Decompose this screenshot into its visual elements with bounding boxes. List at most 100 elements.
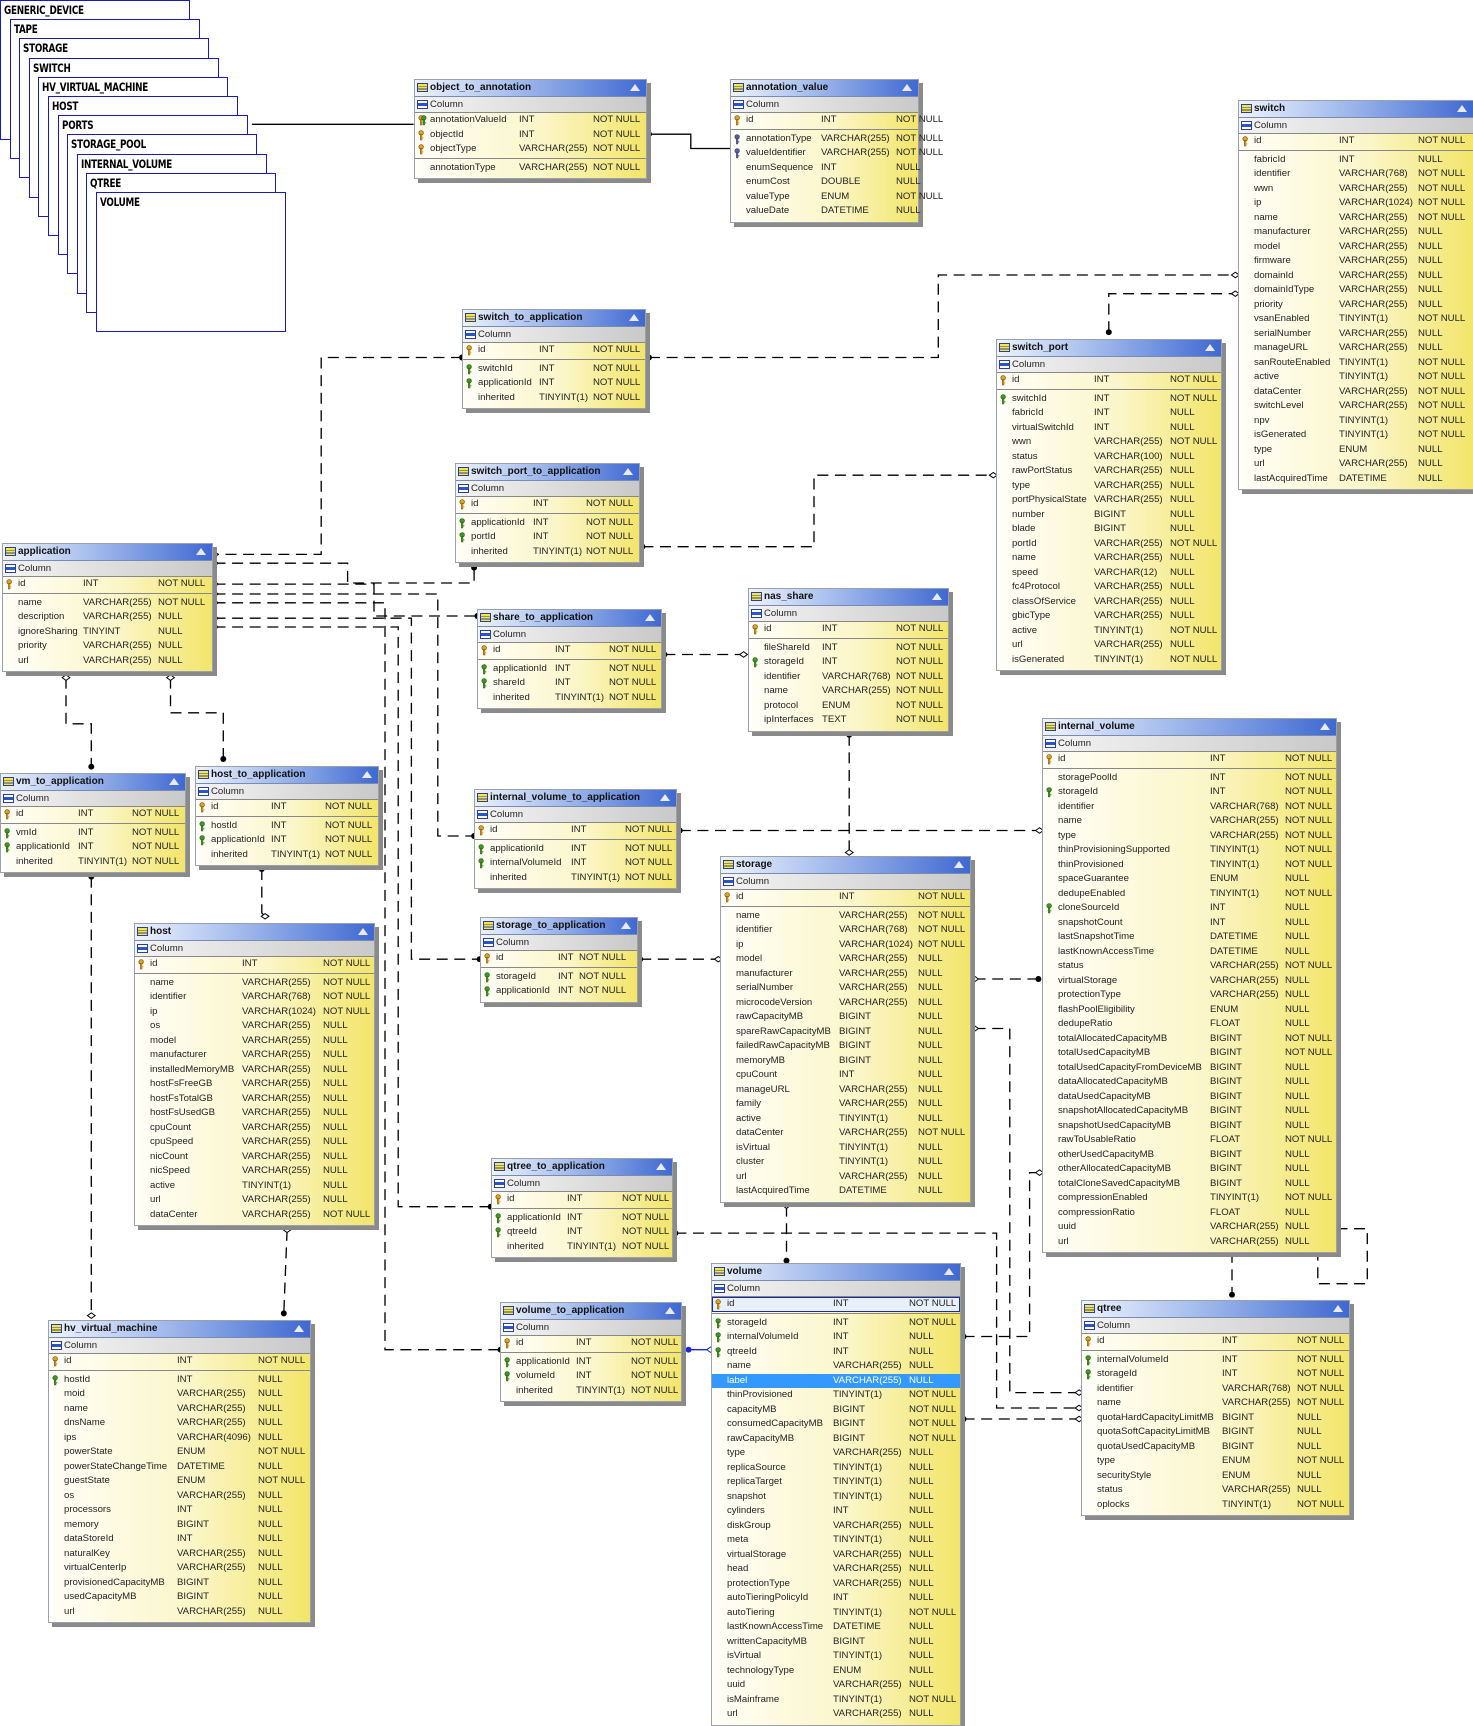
column-row-autoTieringPolicyId[interactable]: autoTieringPolicyId INT NULL	[712, 1591, 960, 1606]
column-row-technologyType[interactable]: technologyType ENUM NULL	[712, 1664, 960, 1679]
column-row-otherUsedCapacityMB[interactable]: otherUsedCapacityMB BIGINT NULL	[1043, 1148, 1336, 1163]
table-internal-volume-to-application[interactable]: internal_volume_to_application Column id IN…	[474, 789, 677, 889]
column-row-id[interactable]: id INT NOT NULL	[196, 800, 378, 815]
column-row-name[interactable]: name VARCHAR(255) NOT NULL	[1043, 814, 1336, 829]
collapse-icon[interactable]	[629, 314, 639, 321]
column-row-active[interactable]: active TINYINT(1) NULL	[135, 1179, 374, 1194]
column-row-autoTiering[interactable]: autoTiering TINYINT(1) NOT NULL	[712, 1606, 960, 1621]
column-row-manageURL[interactable]: manageURL VARCHAR(255) NULL	[721, 1083, 970, 1098]
column-row-snapshotCount[interactable]: snapshotCount INT NULL	[1043, 916, 1336, 931]
column-row-provisionedCapacityMB[interactable]: provisionedCapacityMB BIGINT NULL	[49, 1576, 310, 1591]
relationship-line[interactable]	[642, 474, 994, 548]
table-switch-port-to-application[interactable]: switch_port_to_application Column id INT NOT…	[455, 463, 640, 563]
column-row-ip[interactable]: ip VARCHAR(1024) NOT NULL	[721, 938, 970, 953]
table-qtree-to-application[interactable]: qtree_to_application Column id INT NOT NULL a…	[491, 1158, 673, 1258]
relationship-line[interactable]	[214, 356, 463, 556]
column-row-protocol[interactable]: protocol ENUM NOT NULL	[749, 699, 948, 714]
column-row-usedCapacityMB[interactable]: usedCapacityMB BIGINT NULL	[49, 1590, 310, 1605]
table-title-bar[interactable]: storage	[721, 857, 970, 874]
column-row-inherited[interactable]: inherited TINYINT(1) NOT NULL	[1, 855, 185, 870]
column-row-ip[interactable]: ip VARCHAR(1024) NOT NULL	[135, 1005, 374, 1020]
column-row-fileShareId[interactable]: fileShareId INT NOT NULL	[749, 641, 948, 656]
column-row-quotaSoftCapacityLimitMB[interactable]: quotaSoftCapacityLimitMB BIGINT NULL	[1082, 1425, 1349, 1440]
column-row-protectionType[interactable]: protectionType VARCHAR(255) NULL	[712, 1577, 960, 1592]
column-row-name[interactable]: name VARCHAR(255) NOT NULL	[721, 909, 970, 924]
column-row-number[interactable]: number BIGINT NULL	[997, 508, 1221, 523]
column-row-valueType[interactable]: valueType ENUM NOT NULL	[731, 190, 943, 205]
table-host-to-application[interactable]: host_to_application Column id INT NOT NULL ho…	[195, 766, 379, 866]
column-row-inherited[interactable]: inherited TINYINT(1) NOT NULL	[478, 691, 661, 706]
table-title-bar[interactable]: switch_port_to_application	[456, 464, 639, 481]
collapse-icon[interactable]	[1205, 344, 1215, 351]
collapse-icon[interactable]	[665, 1307, 675, 1314]
collapse-icon[interactable]	[660, 794, 670, 801]
table-switch-port[interactable]: switch_port Column id INT NOT NULL switchId IN…	[996, 339, 1222, 671]
column-row-id[interactable]: id INT NOT NULL	[712, 1297, 960, 1312]
column-row-domainId[interactable]: domainId VARCHAR(255) NULL	[1239, 269, 1473, 284]
column-row-writtenCapacityMB[interactable]: writtenCapacityMB BIGINT NULL	[712, 1635, 960, 1650]
column-row-applicationId[interactable]: applicationId INT NOT NULL	[1, 840, 185, 855]
column-row-cylinders[interactable]: cylinders INT NULL	[712, 1504, 960, 1519]
collapse-icon[interactable]	[623, 468, 633, 475]
column-row-active[interactable]: active TINYINT(1) NOT NULL	[1239, 370, 1473, 385]
column-row-ignoreSharing[interactable]: ignoreSharing TINYINT NULL	[3, 625, 212, 640]
column-row-meta[interactable]: meta TINYINT(1) NULL	[712, 1533, 960, 1548]
column-row-replicaSource[interactable]: replicaSource TINYINT(1) NULL	[712, 1461, 960, 1476]
column-row-moid[interactable]: moid VARCHAR(255) NULL	[49, 1387, 310, 1402]
column-row-cpuCount[interactable]: cpuCount VARCHAR(255) NULL	[135, 1121, 374, 1136]
column-row-model[interactable]: model VARCHAR(255) NULL	[721, 952, 970, 967]
table-internal-volume[interactable]: internal_volume Column id INT NOT NULL storag…	[1042, 718, 1337, 1253]
relationship-line[interactable]	[1317, 1228, 1368, 1285]
column-row-storageId[interactable]: storageId INT NOT NULL	[712, 1316, 960, 1331]
column-row-fabricId[interactable]: fabricId INT NULL	[1239, 153, 1473, 168]
column-row-url[interactable]: url VARCHAR(255) NULL	[135, 1193, 374, 1208]
table-title-bar[interactable]: volume_to_application	[501, 1303, 681, 1320]
column-row-switchId[interactable]: switchId INT NOT NULL	[463, 362, 645, 377]
column-row-otherAllocatedCapacityMB[interactable]: otherAllocatedCapacityMB BIGINT NULL	[1043, 1162, 1336, 1177]
collapse-icon[interactable]	[630, 84, 640, 91]
collapse-icon[interactable]	[954, 861, 964, 868]
column-row-url[interactable]: url VARCHAR(255) NULL	[1239, 457, 1473, 472]
column-row-id[interactable]: id INT NOT NULL	[135, 957, 374, 972]
column-row-applicationId[interactable]: applicationId INT NOT NULL	[492, 1211, 672, 1226]
column-row-active[interactable]: active TINYINT(1) NOT NULL	[997, 624, 1221, 639]
column-row-quotaHardCapacityLimitMB[interactable]: quotaHardCapacityLimitMB BIGINT NULL	[1082, 1411, 1349, 1426]
column-row-hostFsUsedGB[interactable]: hostFsUsedGB VARCHAR(255) NULL	[135, 1106, 374, 1121]
table-share-to-application[interactable]: share_to_application Column id INT NOT NULL a…	[477, 609, 662, 709]
column-row-totalUsedCapacityFromDeviceMB[interactable]: totalUsedCapacityFromDeviceMB BIGINT NULL	[1043, 1061, 1336, 1076]
column-row-classOfService[interactable]: classOfService VARCHAR(255) NULL	[997, 595, 1221, 610]
column-row-inherited[interactable]: inherited TINYINT(1) NOT NULL	[475, 871, 676, 886]
column-row-identifier[interactable]: identifier VARCHAR(768) NOT NULL	[1239, 167, 1473, 182]
column-row-protectionType[interactable]: protectionType VARCHAR(255) NULL	[1043, 988, 1336, 1003]
relationship-line[interactable]	[214, 593, 475, 837]
column-row-snapshotAllocatedCapacityMB[interactable]: snapshotAllocatedCapacityMB BIGINT NULL	[1043, 1104, 1336, 1119]
column-row-uuid[interactable]: uuid VARCHAR(255) NULL	[712, 1678, 960, 1693]
column-row-url[interactable]: url VARCHAR(255) NULL	[49, 1605, 310, 1620]
column-row-type[interactable]: type ENUM NULL	[1239, 443, 1473, 458]
collapse-icon[interactable]	[196, 548, 206, 555]
column-row-fabricId[interactable]: fabricId INT NULL	[997, 406, 1221, 421]
column-row-snapshotUsedCapacityMB[interactable]: snapshotUsedCapacityMB BIGINT NULL	[1043, 1119, 1336, 1134]
table-storage[interactable]: storage Column id INT NOT NULL name VARCHAR(25…	[720, 856, 971, 1203]
column-row-id[interactable]: id INT NOT NULL	[463, 343, 645, 358]
column-row-name[interactable]: name VARCHAR(255) NOT NULL	[135, 976, 374, 991]
column-row-hostFsFreeGB[interactable]: hostFsFreeGB VARCHAR(255) NULL	[135, 1077, 374, 1092]
column-row-hostFsTotalGB[interactable]: hostFsTotalGB VARCHAR(255) NULL	[135, 1092, 374, 1107]
column-row-lastKnownAccessTime[interactable]: lastKnownAccessTime DATETIME NULL	[1043, 945, 1336, 960]
column-row-applicationId[interactable]: applicationId INT NOT NULL	[196, 833, 378, 848]
column-row-priority[interactable]: priority VARCHAR(255) NULL	[1239, 298, 1473, 313]
table-title-bar[interactable]: vm_to_application	[1, 774, 185, 791]
column-row-npv[interactable]: npv TINYINT(1) NOT NULL	[1239, 414, 1473, 429]
column-row-rawToUsableRatio[interactable]: rawToUsableRatio FLOAT NOT NULL	[1043, 1133, 1336, 1148]
column-row-applicationId[interactable]: applicationId INT NOT NULL	[478, 662, 661, 677]
column-row-inherited[interactable]: inherited TINYINT(1) NOT NULL	[456, 545, 639, 560]
column-row-lastAcquiredTime[interactable]: lastAcquiredTime DATETIME NULL	[1239, 472, 1473, 487]
column-row-virtualStorage[interactable]: virtualStorage VARCHAR(255) NULL	[712, 1548, 960, 1563]
column-row-speed[interactable]: speed VARCHAR(12) NULL	[997, 566, 1221, 581]
column-row-dedupeEnabled[interactable]: dedupeEnabled TINYINT(1) NOT NULL	[1043, 887, 1336, 902]
column-row-valueIdentifier[interactable]: valueIdentifier VARCHAR(255) NOT NULL	[731, 146, 943, 161]
column-row-storageId[interactable]: storageId INT NOT NULL	[1082, 1367, 1349, 1382]
column-row-inherited[interactable]: inherited TINYINT(1) NOT NULL	[196, 848, 378, 863]
column-row-name[interactable]: name VARCHAR(255) NULL	[712, 1359, 960, 1374]
column-row-identifier[interactable]: identifier VARCHAR(768) NOT NULL	[749, 670, 948, 685]
